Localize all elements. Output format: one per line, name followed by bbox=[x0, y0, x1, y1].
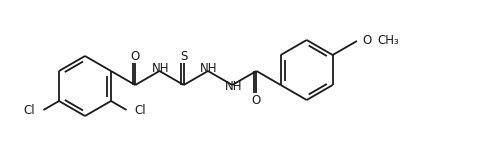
Text: O: O bbox=[362, 34, 371, 48]
Text: O: O bbox=[131, 49, 140, 63]
Text: Cl: Cl bbox=[135, 103, 146, 116]
Text: NH: NH bbox=[152, 63, 169, 76]
Text: Cl: Cl bbox=[24, 103, 35, 116]
Text: NH: NH bbox=[200, 63, 218, 76]
Text: NH: NH bbox=[224, 80, 242, 94]
Text: O: O bbox=[252, 94, 261, 106]
Text: S: S bbox=[180, 49, 188, 63]
Text: CH₃: CH₃ bbox=[377, 34, 399, 48]
